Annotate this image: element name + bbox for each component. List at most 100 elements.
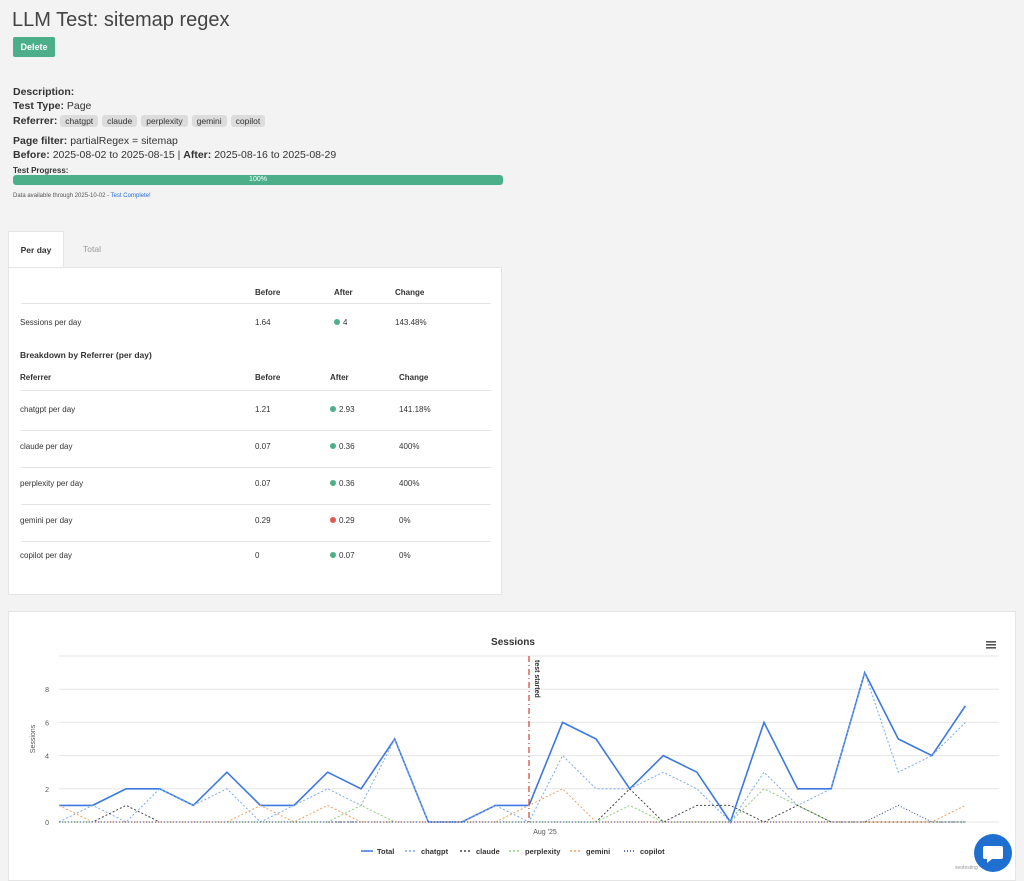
results-panel: Before After Change Sessions per day 1.6… — [8, 267, 502, 595]
referrer-tag-chatgpt: chatgpt — [60, 115, 99, 127]
breakdown-row-before: 0 — [255, 551, 260, 560]
legend-label: chatgpt — [421, 847, 449, 856]
y-tick-label: 2 — [45, 787, 49, 794]
progress-text: 100% — [249, 176, 267, 183]
chat-icon — [983, 846, 1003, 863]
chart-title: Sessions — [491, 637, 535, 648]
x-tick-label: Aug '25 — [533, 829, 557, 836]
referrer-tag-claude: claude — [102, 115, 138, 127]
breakdown-row-before: 1.21 — [255, 405, 271, 414]
breakdown-row-after: 0.36 — [330, 479, 355, 488]
sessions-chart-card: Sessions 0 2 4 6 8 Sessions Aug '25 test started… — [8, 611, 1016, 881]
chart-menu-icon[interactable] — [986, 641, 996, 649]
status-up-icon — [330, 480, 336, 486]
tab-total[interactable]: Total — [83, 244, 101, 254]
description-row: Description: — [13, 86, 74, 98]
breakdown-header-before: Before — [255, 373, 281, 382]
page-filter-label: Page filter: — [13, 135, 68, 147]
breakdown-row-before: 0.29 — [255, 516, 271, 525]
status-up-icon — [330, 552, 336, 558]
test-type-label: Test Type: — [13, 100, 64, 112]
referrer-tag-gemini: gemini — [191, 115, 227, 127]
legend-item-copilot[interactable]: copilot — [624, 847, 665, 856]
y-tick-label: 4 — [45, 754, 49, 761]
delete-button[interactable]: Delete — [13, 37, 55, 57]
series-line-chatgpt — [58, 670, 966, 823]
referrer-row: Referrer: chatgpt claude perplexity gemini c… — [13, 115, 269, 127]
breakdown-row-change: 400% — [399, 479, 420, 488]
breakdown-header-after: After — [330, 373, 349, 382]
tab-per-day[interactable]: Per day — [8, 231, 64, 267]
breakdown-row-label: claude per day — [20, 442, 73, 451]
divider — [21, 541, 491, 542]
series-line-gemini — [58, 788, 966, 823]
summary-header-before: Before — [255, 288, 281, 297]
breakdown-row-after: 2.93 — [330, 405, 355, 414]
page-title: LLM Test: sitemap regex — [12, 9, 230, 31]
before-label: Before: — [13, 149, 50, 161]
sessions-before: 1.64 — [255, 318, 271, 327]
y-tick-label: 8 — [45, 687, 49, 694]
menu-line — [986, 644, 996, 646]
summary-header-change: Change — [395, 288, 425, 297]
after-value: 2025-08-16 to 2025-08-29 — [214, 149, 337, 161]
date-range-row: Before: 2025-08-02 to 2025-08-15 | After… — [13, 149, 336, 161]
menu-line — [986, 647, 996, 649]
before-value: 2025-08-02 to 2025-08-15 | — [52, 149, 181, 161]
legend-item-gemini[interactable]: gemini — [570, 847, 610, 856]
test-type-value: Page — [66, 100, 92, 112]
divider — [21, 430, 491, 431]
breakdown-row-label: copilot per day — [20, 551, 73, 560]
test-started-label: test started — [533, 660, 540, 698]
data-available-text: Data available through 2025-10-02 - — [13, 193, 110, 199]
breakdown-row-before: 0.07 — [255, 479, 271, 488]
legend-label: perplexity — [525, 847, 561, 856]
series-line-Total — [59, 670, 967, 824]
legend-label: copilot — [640, 847, 665, 856]
breakdown-header-change: Change — [399, 373, 429, 382]
breakdown-row-change: 400% — [399, 442, 420, 451]
legend-item-claude[interactable]: claude — [460, 847, 500, 856]
referrer-tag-perplexity: perplexity — [141, 115, 188, 127]
test-complete-link[interactable]: Test Complete! — [110, 193, 151, 199]
data-availability-note: Data available through 2025-10-02 - Test… — [13, 193, 151, 199]
breakdown-title: Breakdown by Referrer (per day) — [20, 350, 152, 360]
divider — [21, 504, 491, 505]
status-up-icon — [330, 406, 336, 412]
divider — [21, 303, 491, 304]
page-filter-value: partialRegex = sitemap — [70, 135, 178, 147]
breakdown-header-referrer: Referrer — [20, 373, 52, 382]
breakdown-row-label: chatgpt per day — [20, 405, 76, 414]
referrer-label: Referrer: — [13, 115, 58, 127]
y-axis-label: Sessions — [30, 724, 37, 753]
legend-label: gemini — [586, 847, 610, 856]
legend-label: claude — [476, 847, 500, 856]
breakdown-row-after: 0.07 — [330, 551, 355, 560]
sessions-change: 143.48% — [395, 318, 427, 327]
chat-button[interactable] — [974, 834, 1012, 872]
legend-item-perplexity[interactable]: perplexity — [509, 847, 561, 856]
progress-label: Test Progress: — [13, 166, 69, 175]
breakdown-row-change: 0% — [399, 516, 411, 525]
sessions-chart: Sessions 0 2 4 6 8 Sessions Aug '25 test started… — [30, 637, 999, 871]
legend-item-Total[interactable]: Total — [361, 847, 394, 856]
referrer-tag-copilot: copilot — [230, 115, 266, 127]
breakdown-row-label: perplexity per day — [20, 479, 84, 488]
legend-item-chatgpt[interactable]: chatgpt — [405, 847, 449, 856]
sessions-after: 4 — [334, 318, 347, 327]
breakdown-row-label: gemini per day — [20, 516, 73, 525]
chart-credits: seotesting — [955, 865, 978, 871]
description-label: Description: — [13, 86, 75, 98]
test-progress-bar: 100% — [13, 175, 503, 185]
breakdown-row-before: 0.07 — [255, 442, 271, 451]
breakdown-row-after: 0.29 — [330, 516, 355, 525]
y-tick-label: 6 — [45, 720, 49, 727]
status-up-icon — [330, 443, 336, 449]
status-up-icon — [334, 319, 340, 325]
status-down-icon — [330, 517, 336, 523]
breakdown-row-change: 141.18% — [399, 405, 431, 414]
legend-label: Total — [377, 847, 394, 856]
test-type-row: Test Type: Page — [13, 100, 91, 112]
y-tick-label: 0 — [45, 820, 49, 827]
page-filter-row: Page filter: partialRegex = sitemap — [13, 135, 178, 147]
